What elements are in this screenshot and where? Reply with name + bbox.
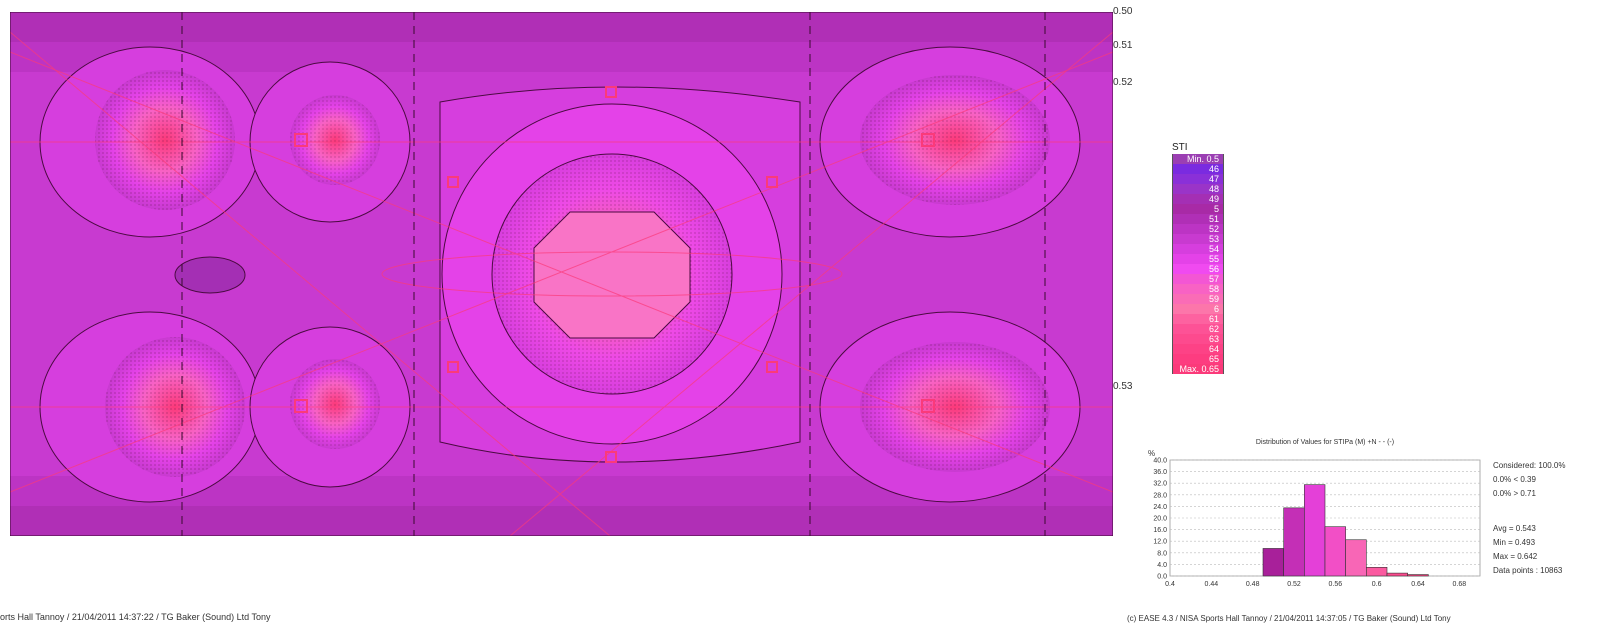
histogram-bar xyxy=(1345,539,1367,577)
legend-swatch: Max. 0.65 xyxy=(1172,364,1224,374)
legend-swatch: 6 xyxy=(1172,304,1224,314)
y-tick-label: 20.0 xyxy=(1153,516,1167,523)
legend-swatch: 63 xyxy=(1172,334,1224,344)
x-tick-label: 0.52 xyxy=(1287,581,1301,588)
y-tick-label: 4.0 xyxy=(1157,562,1167,569)
legend-swatch: Min. 0.5 xyxy=(1172,154,1224,164)
footer-right: (c) EASE 4.3 / NISA Sports Hall Tannoy /… xyxy=(1127,614,1451,623)
stat-avg: Avg = 0.543 xyxy=(1493,524,1536,533)
histogram-bar xyxy=(1283,507,1305,577)
histogram-bar xyxy=(1262,548,1284,577)
legend-swatch: 46 xyxy=(1172,164,1224,174)
histogram-bar xyxy=(1304,484,1326,577)
y-tick-label: 24.0 xyxy=(1153,504,1167,511)
histogram-title: Distribution of Values for STIPa (M) +N … xyxy=(1256,439,1394,446)
legend-swatch: 64 xyxy=(1172,344,1224,354)
legend-swatch: 62 xyxy=(1172,324,1224,334)
stat-below: 0.0% < 0.39 xyxy=(1493,475,1536,484)
contour-label: 0.51 xyxy=(1113,40,1133,51)
legend-swatch: 59 xyxy=(1172,294,1224,304)
stat-points: Data points : 10863 xyxy=(1493,566,1563,575)
legend-title: STI xyxy=(1172,142,1188,153)
speaker-markers xyxy=(294,86,935,463)
legend-swatch: 58 xyxy=(1172,284,1224,294)
sti-legend: STI Min. 0.5 46 47 48 49 5 51 52 53 54 55 56 57 58 59 6… xyxy=(1172,142,1224,374)
contour-label: 0.50 xyxy=(1113,6,1133,17)
legend-scale: Min. 0.5 46 47 48 49 5 51 52 53 54 55 56 57 58 59 6 61 62… xyxy=(1172,154,1224,374)
legend-swatch: 65 xyxy=(1172,354,1224,364)
y-tick-label: 16.0 xyxy=(1153,527,1167,534)
legend-swatch: 48 xyxy=(1172,184,1224,194)
legend-swatch: 51 xyxy=(1172,214,1224,224)
y-axis-label: % xyxy=(1148,449,1155,458)
legend-swatch: 57 xyxy=(1172,274,1224,284)
legend-swatch: 49 xyxy=(1172,194,1224,204)
x-tick-label: 0.56 xyxy=(1329,581,1343,588)
stat-min: Min = 0.493 xyxy=(1493,538,1536,547)
y-tick-label: 12.0 xyxy=(1153,539,1167,546)
y-tick-label: 40.0 xyxy=(1153,458,1167,465)
histogram-bar xyxy=(1386,572,1408,577)
legend-swatch: 56 xyxy=(1172,264,1224,274)
sti-map-svg xyxy=(10,12,1113,536)
hotspot-top-left xyxy=(39,46,411,238)
footer-left: orts Hall Tannoy / 21/04/2011 14:37:22 /… xyxy=(0,612,271,622)
y-tick-label: 32.0 xyxy=(1153,481,1167,488)
stat-considered: Considered: 100.0% xyxy=(1493,461,1566,470)
legend-swatch: 54 xyxy=(1172,244,1224,254)
legend-swatch: 53 xyxy=(1172,234,1224,244)
histogram-bar xyxy=(1366,567,1388,577)
sti-coverage-map xyxy=(10,12,1113,536)
y-tick-label: 8.0 xyxy=(1157,550,1167,557)
legend-swatch: 61 xyxy=(1172,314,1224,324)
legend-swatch: 52 xyxy=(1172,224,1224,234)
legend-swatch: 5 xyxy=(1172,204,1224,214)
x-tick-label: 0.64 xyxy=(1411,581,1425,588)
legend-swatch: 55 xyxy=(1172,254,1224,264)
contour-label: 0.52 xyxy=(1113,77,1133,88)
x-tick-label: 0.44 xyxy=(1205,581,1219,588)
legend-swatch: 47 xyxy=(1172,174,1224,184)
stat-above: 0.0% > 0.71 xyxy=(1493,489,1536,498)
x-tick-label: 0.68 xyxy=(1453,581,1467,588)
histogram-bar xyxy=(1324,526,1346,577)
distribution-histogram: Distribution of Values for STIPa (M) +N … xyxy=(1140,436,1600,606)
y-tick-label: 28.0 xyxy=(1153,492,1167,499)
x-tick-label: 0.4 xyxy=(1165,581,1175,588)
contour-label: 0.53 xyxy=(1113,381,1133,392)
x-tick-label: 0.48 xyxy=(1246,581,1260,588)
x-tick-label: 0.6 xyxy=(1372,581,1382,588)
histogram-bar xyxy=(1407,574,1429,577)
y-tick-label: 36.0 xyxy=(1153,469,1167,476)
stat-max: Max = 0.642 xyxy=(1493,552,1538,561)
histogram-svg: Distribution of Values for STIPa (M) +N … xyxy=(1148,439,1481,588)
y-tick-label: 0.0 xyxy=(1157,574,1167,581)
